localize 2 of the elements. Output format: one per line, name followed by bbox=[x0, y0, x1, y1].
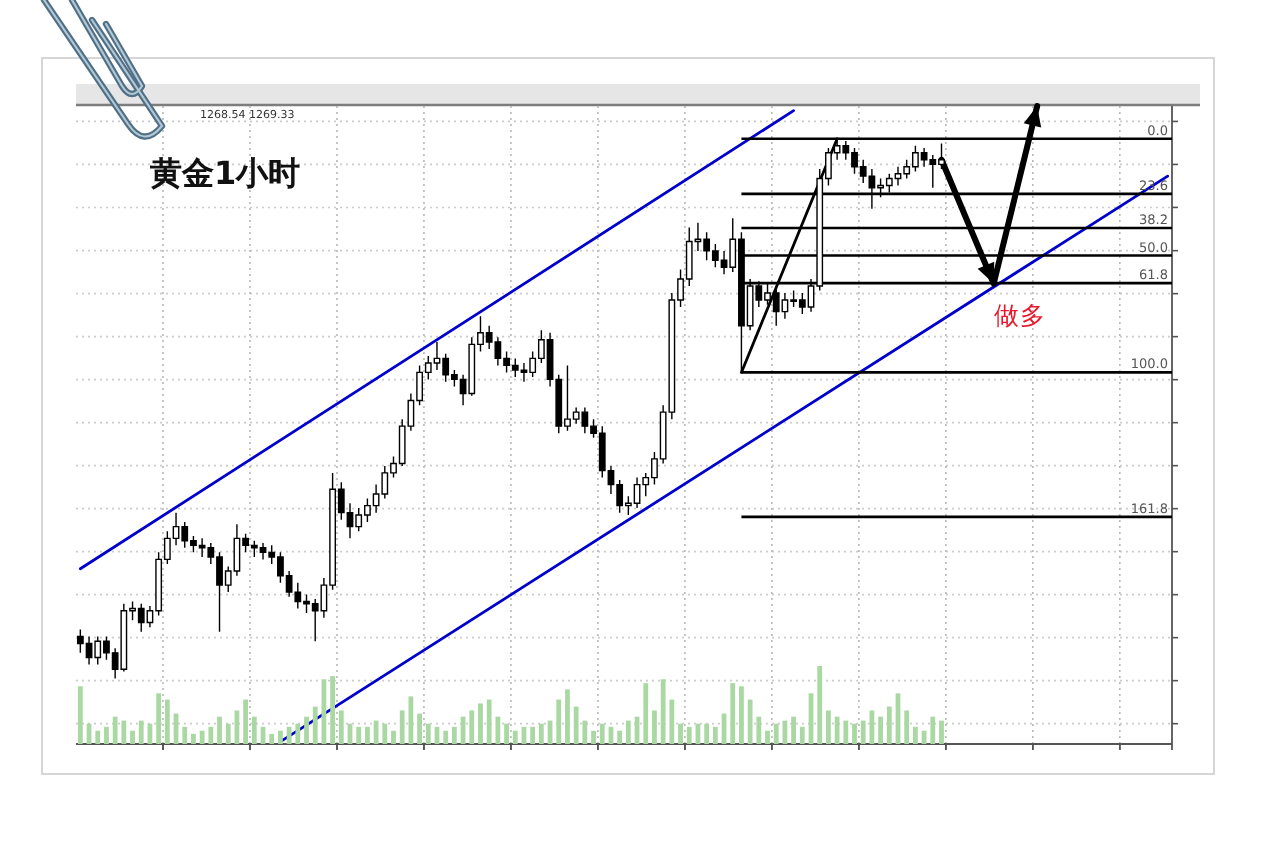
annotation: 做多 bbox=[993, 299, 1046, 330]
text: 黄金1小时 bbox=[148, 154, 301, 192]
